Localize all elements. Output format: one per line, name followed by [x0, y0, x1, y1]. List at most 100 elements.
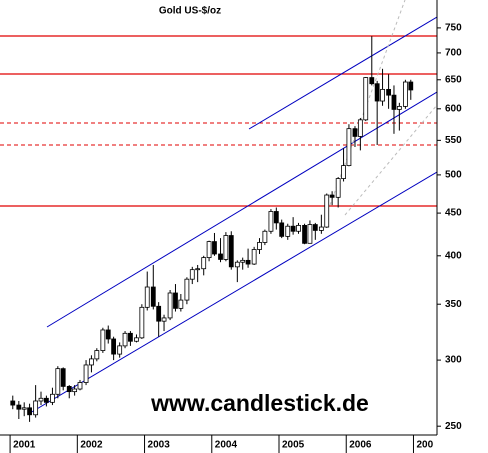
- candle-body: [128, 332, 133, 342]
- x-tick-label: 2002: [80, 440, 103, 451]
- candle-body: [335, 178, 341, 198]
- candle-body: [408, 81, 414, 91]
- candle-body: [105, 329, 111, 340]
- candle-body: [27, 407, 32, 416]
- candle-body: [33, 400, 39, 416]
- candle-body: [156, 305, 162, 322]
- x-tick-label: 2001: [13, 440, 36, 451]
- candle-body: [189, 269, 195, 280]
- y-tick-label: 650: [445, 74, 462, 85]
- candle-body: [21, 407, 27, 410]
- candle-body: [391, 94, 397, 110]
- candle-body: [212, 241, 217, 255]
- candle-body: [206, 241, 212, 259]
- y-tick-label: 350: [445, 299, 462, 310]
- candle-body: [134, 337, 139, 342]
- x-tick-label: 2004: [215, 440, 238, 451]
- candle-body: [72, 388, 78, 393]
- candle-body: [77, 382, 83, 390]
- candle-body: [60, 368, 66, 387]
- candle-body: [251, 249, 257, 265]
- trend-channel: [29, 171, 437, 414]
- candle-body: [184, 278, 190, 301]
- candle-body: [324, 194, 330, 228]
- candle-body: [380, 88, 385, 102]
- candle-body: [285, 225, 291, 237]
- candle-body: [240, 259, 246, 263]
- trend-channel: [46, 91, 437, 328]
- y-tick-label: 600: [445, 103, 462, 114]
- candle-body: [268, 211, 274, 232]
- candle-body: [296, 224, 301, 232]
- y-tick-label: 400: [445, 250, 462, 261]
- x-tick-label: 2003: [148, 440, 171, 451]
- candle-body: [94, 350, 100, 360]
- candle-body: [312, 224, 318, 231]
- candle-body: [50, 393, 55, 403]
- y-tick-label: 500: [445, 170, 462, 181]
- candle-body: [307, 224, 313, 244]
- candle-body: [290, 225, 296, 232]
- candle-body: [357, 119, 363, 137]
- candle-body: [273, 211, 279, 224]
- candle-body: [43, 397, 49, 403]
- candle-body: [279, 222, 285, 237]
- y-tick-label: 700: [445, 48, 462, 59]
- candle-body: [228, 235, 234, 268]
- candle-body: [396, 105, 402, 110]
- candle-body: [262, 230, 268, 243]
- candle-body: [10, 400, 16, 406]
- candle-body: [139, 306, 145, 339]
- candle-body: [83, 364, 89, 383]
- candle-body: [234, 261, 240, 268]
- candle-body: [329, 194, 335, 198]
- candle-body: [144, 286, 150, 308]
- candle-body: [374, 83, 380, 102]
- y-tick-label: 250: [445, 421, 462, 432]
- candle-body: [195, 268, 201, 271]
- candles: [10, 36, 414, 422]
- candle-body: [178, 299, 184, 309]
- y-tick-label: 300: [445, 355, 462, 366]
- candle-body: [173, 292, 178, 309]
- candle-body: [363, 77, 369, 121]
- candle-body: [245, 259, 251, 265]
- candle-body: [223, 235, 229, 260]
- candle-body: [122, 332, 128, 347]
- candle-body: [403, 81, 408, 107]
- candle-body: [100, 329, 106, 351]
- candle-body: [257, 242, 262, 250]
- chart-title: Gold US-$/oz: [159, 6, 221, 17]
- candle-body: [66, 386, 72, 393]
- candle-body: [150, 286, 156, 307]
- x-tick-label: 2006: [349, 440, 372, 451]
- candle-body: [55, 368, 61, 395]
- candle-body: [386, 88, 391, 96]
- candle-body: [38, 397, 44, 402]
- candle-body: [352, 128, 358, 137]
- watermark: www.candlestick.de: [150, 390, 369, 416]
- candle-body: [341, 165, 346, 179]
- candle-body: [218, 253, 223, 260]
- x-tick-label: 2005: [282, 440, 305, 451]
- y-tick-label: 750: [445, 23, 462, 34]
- trend-channel: [248, 16, 437, 130]
- candle-body: [161, 317, 167, 322]
- y-tick-label: 550: [445, 135, 462, 146]
- candle-body: [16, 404, 22, 410]
- x-tick-label: 200: [416, 440, 433, 451]
- candle-body: [201, 257, 207, 270]
- candle-body: [346, 128, 352, 166]
- candle-body: [369, 77, 375, 85]
- candle-body: [111, 338, 117, 355]
- candle-body: [89, 358, 94, 366]
- annotations: [0, 0, 437, 414]
- candle-body: [167, 292, 173, 319]
- y-tick-label: 450: [445, 208, 462, 219]
- candle-body: [302, 224, 307, 244]
- candle-body: [318, 226, 324, 231]
- candle-body: [117, 345, 123, 355]
